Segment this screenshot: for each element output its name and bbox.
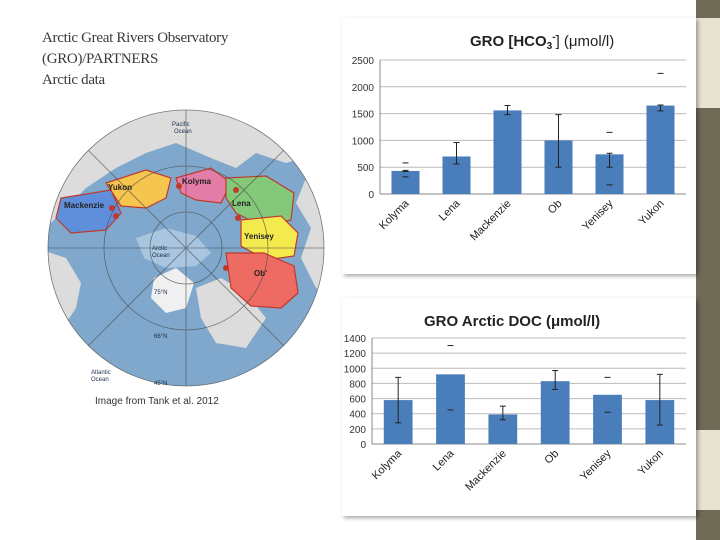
x-tick-label: Yukon [636,448,666,478]
x-tick-label: Yukon [637,198,667,228]
map-label-mackenzie: Mackenzie [64,201,105,210]
map-label-lena: Lena [232,199,251,208]
greenland [151,268,194,313]
slide-title: Arctic Great Rivers Observatory (GRO)/PA… [42,28,302,91]
x-tick-label: Mackenzie [468,198,514,244]
y-tick-label: 1500 [352,110,375,121]
x-tick-label: Ob [542,448,561,467]
doc-chart: GRO Arctic DOC (μmol/l) 0 200 400 600 800 100… [344,313,686,494]
map-label-arctic-2: Ocean [152,253,170,259]
map-label-arctic-1: Arctic [152,246,167,252]
title-line-1: Arctic Great Rivers Observatory [42,30,229,46]
map-label-pacific-1: Pacific [172,122,190,128]
hco3-chart-title: GRO [HCO3-] (μmol/l) [470,32,614,52]
bar-yukon [646,105,675,194]
x-tick-label: Yenisey [578,447,614,483]
arctic-rivers-map: Pacific Ocean Arctic Ocean Atlantic Ocea… [36,108,336,393]
map-label-pacific-2: Ocean [174,129,192,135]
map-caption: Image from Tank et al. 2012 [95,396,219,407]
land-east [296,168,324,298]
x-tick-label: Kolyma [377,197,412,232]
y-tick-label: 1000 [352,136,375,147]
x-tick-label: Mackenzie [463,448,509,494]
y-tick-label: 400 [349,410,366,421]
y-tick-label: 2000 [352,83,375,94]
map-label-lat66: 66°N [154,334,167,340]
map-svg: Pacific Ocean Arctic Ocean Atlantic Ocea… [47,109,325,387]
y-tick-label: 500 [357,163,374,174]
hco3-chart-panel: GRO [HCO3-] (μmol/l) 0 500 1000 1500 2000 250… [342,18,696,274]
ob-basin [225,252,299,309]
y-tick-label: 1400 [344,334,367,345]
map-label-atlantic-2: Ocean [91,377,109,383]
doc-chart-title: GRO Arctic DOC (μmol/l) [424,313,600,330]
yukon-basin [105,169,172,209]
yenisey-basin [240,215,299,261]
map-label-ob: Ob' [254,269,267,278]
x-tick-label: Ob [546,198,565,217]
y-tick-label: 600 [349,395,366,406]
hco3-chart: GRO [HCO3-] (μmol/l) 0 500 1000 1500 2000 250… [352,32,686,244]
land-west [48,248,81,348]
map-label-lat45: 45°N [154,381,167,387]
map-label-lat75: 75°N [154,290,167,296]
land-north [48,110,324,238]
bar-lena [436,374,465,444]
bar-kolyma [391,170,420,194]
x-tick-label: Kolyma [370,447,405,482]
title-line-3: Arctic data [42,72,105,88]
bar-ob [540,381,570,444]
y-tick-label: 2500 [352,56,375,67]
y-tick-label: 1000 [344,364,367,375]
map-label-kolyma: Kolyma [182,177,211,186]
y-tick-label: 0 [360,440,366,451]
bar-yenisey [593,394,622,444]
bar-mackenzie [493,110,522,194]
map-label-atlantic-1: Atlantic [91,370,111,376]
y-tick-label: 800 [349,379,366,390]
y-tick-label: 1200 [344,349,367,360]
y-tick-label: 0 [368,190,374,201]
title-line-2: (GRO)/PARTNERS [42,51,159,67]
x-tick-label: Lena [431,447,457,473]
land-south [196,278,266,348]
kolyma-basin [175,167,232,204]
y-tick-label: 200 [349,425,366,436]
x-tick-label: Yenisey [580,197,616,233]
map-label-yukon: Yukon [108,183,132,192]
decorative-side-bar [696,0,720,540]
map-label-yenisey: Yenisey [244,232,274,241]
doc-chart-panel: GRO Arctic DOC (μmol/l) 0 200 400 600 800 100… [342,298,696,516]
x-tick-label: Lena [437,197,463,223]
